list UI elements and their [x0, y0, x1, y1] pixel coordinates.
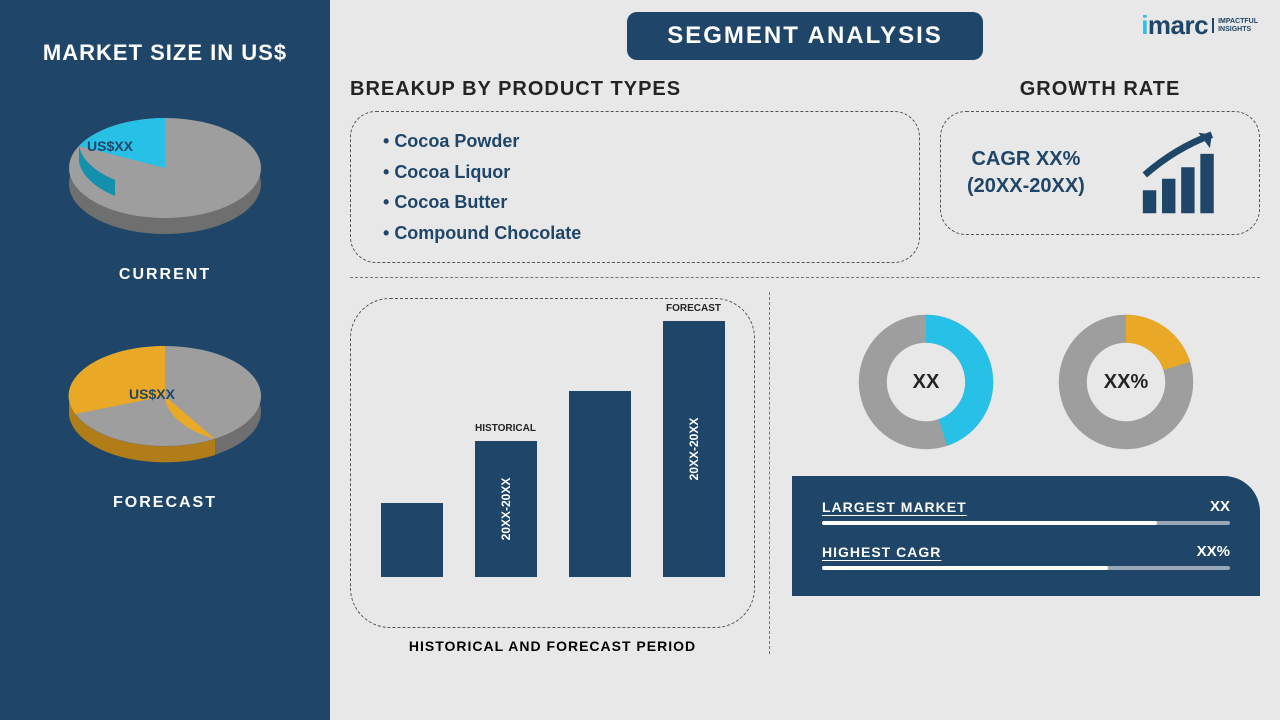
info-bar	[822, 566, 1230, 570]
row-top: BREAKUP BY PRODUCT TYPES Cocoa Powder Co…	[350, 78, 1260, 263]
bar	[569, 391, 631, 577]
list-item: Compound Chocolate	[383, 218, 893, 249]
bar: 20XX-20XX	[475, 441, 537, 577]
breakup-list: Cocoa Powder Cocoa Liquor Cocoa Butter C…	[377, 126, 893, 248]
bar: 20XX-20XX	[663, 321, 725, 577]
donut-2: XX%	[1056, 312, 1196, 452]
logo-rest: marc	[1148, 10, 1208, 40]
breakup-title: BREAKUP BY PRODUCT TYPES	[350, 78, 920, 101]
cagr-text: CAGR XX% (20XX-20XX)	[967, 146, 1085, 200]
info-bar	[822, 521, 1230, 525]
bar-chart: HISTORICAL20XX-20XX FORECAST20XX-20XX	[373, 317, 732, 577]
page-title: SEGMENT ANALYSIS	[627, 12, 983, 60]
breakup-box: Cocoa Powder Cocoa Liquor Cocoa Butter C…	[350, 111, 920, 263]
row-bottom: HISTORICAL20XX-20XX FORECAST20XX-20XX HI…	[350, 277, 1260, 654]
historical-box: HISTORICAL20XX-20XX FORECAST20XX-20XX	[350, 298, 755, 628]
logo-tagline: IMPACTFUL INSIGHTS	[1212, 18, 1258, 33]
sidebar-title: MARKET SIZE IN US$	[43, 40, 287, 66]
info-value: XX%	[1197, 543, 1230, 560]
bar	[381, 503, 443, 577]
info-card: LARGEST MARKET XX HIGHEST CAGR XX%	[792, 476, 1260, 596]
historical-caption: HISTORICAL AND FORECAST PERIOD	[350, 638, 755, 654]
info-label: LARGEST MARKET	[822, 499, 967, 515]
pie-forecast: US$XX	[55, 334, 275, 474]
list-item: Cocoa Liquor	[383, 157, 893, 188]
main-area: imarc IMPACTFUL INSIGHTS SEGMENT ANALYSI…	[330, 0, 1280, 720]
donut-1-label: XX	[856, 312, 996, 452]
logo-i: i	[1141, 10, 1148, 40]
pie-forecast-caption: FORECAST	[113, 494, 217, 512]
sidebar: MARKET SIZE IN US$ US$XX CURRENT US$XX F…	[0, 0, 330, 720]
pie-current: US$XX	[55, 106, 275, 246]
growth-chart-icon	[1137, 127, 1233, 219]
pie-current-caption: CURRENT	[119, 266, 211, 284]
growth-box: CAGR XX% (20XX-20XX)	[940, 111, 1260, 235]
info-value: XX	[1210, 498, 1230, 515]
brand-logo: imarc IMPACTFUL INSIGHTS	[1141, 10, 1258, 41]
info-label: HIGHEST CAGR	[822, 544, 941, 560]
growth-title: GROWTH RATE	[940, 78, 1260, 101]
pie-forecast-label: US$XX	[129, 386, 175, 402]
pie-current-label: US$XX	[87, 138, 133, 154]
list-item: Cocoa Powder	[383, 126, 893, 157]
list-item: Cocoa Butter	[383, 187, 893, 218]
dashboard-col: XX XX% LARGEST MARKET XX HIGHEST C	[770, 292, 1260, 654]
donut-2-label: XX%	[1056, 312, 1196, 452]
donut-1: XX	[856, 312, 996, 452]
